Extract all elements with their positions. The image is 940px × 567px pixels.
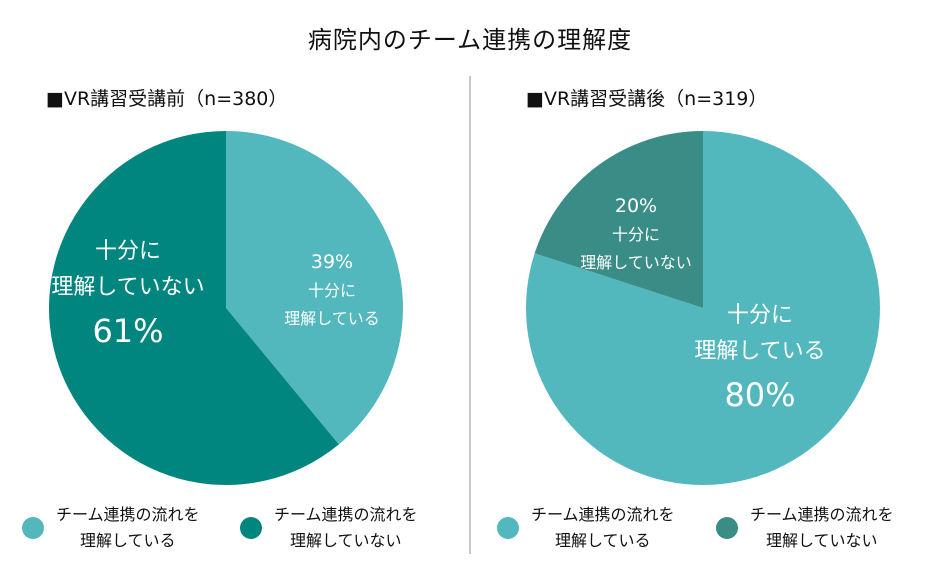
right-legend-item-not: チーム連携の流れを 理解していない bbox=[716, 500, 894, 556]
pie-0-slice-0-text-label: 理解している bbox=[284, 309, 380, 328]
legend-swatch bbox=[22, 517, 44, 539]
pie-0-slice-1-text-label: 十分に bbox=[95, 239, 161, 264]
pie-1-slice-0-text-label: 十分に bbox=[727, 303, 793, 328]
legend-swatch bbox=[497, 517, 519, 539]
pie-0-slice-0-pct-label: 39% bbox=[311, 251, 353, 273]
pie-0-slice-1 bbox=[48, 131, 339, 485]
pie-0-slice-0-text-label: 十分に bbox=[308, 281, 356, 300]
chart-title: 病院内のチーム連携の理解度 bbox=[307, 26, 633, 54]
pie-0-slice-0 bbox=[226, 131, 403, 445]
left-legend-item-not: チーム連携の流れを 理解していない bbox=[240, 500, 418, 556]
right-legend-item-understands: チーム連携の流れを 理解している bbox=[497, 500, 675, 556]
left-legend-item-understands: チーム連携の流れを 理解している bbox=[22, 500, 200, 556]
right-chart-subtitle: ■VR講習受講後（n=319） bbox=[526, 88, 768, 110]
pie-1-slice-0-text-label: 理解している bbox=[694, 339, 825, 364]
pie-1-slice-1-text-label: 十分に bbox=[612, 225, 660, 244]
legend-swatch bbox=[716, 517, 738, 539]
pie-0-slice-1-pct-label: 61% bbox=[92, 312, 163, 350]
chart-divider bbox=[469, 76, 471, 554]
pie-0-slice-1-text-label: 理解していない bbox=[51, 275, 204, 300]
legend-swatch bbox=[240, 517, 262, 539]
pie-1-slice-1-text-label: 理解していない bbox=[580, 253, 692, 272]
legend-label: チーム連携の流れを 理解している bbox=[531, 505, 675, 550]
pie-1-slice-0-pct-label: 80% bbox=[724, 376, 795, 414]
legend-label: チーム連携の流れを 理解していない bbox=[274, 505, 418, 550]
legend-label: チーム連携の流れを 理解していない bbox=[750, 505, 894, 550]
pie-1-slice-1-pct-label: 20% bbox=[615, 195, 657, 217]
left-chart-subtitle: ■VR講習受講前（n=380） bbox=[46, 88, 288, 110]
pie-1-slice-0 bbox=[525, 131, 880, 485]
pie-1-slice-1 bbox=[534, 130, 703, 308]
legend-label: チーム連携の流れを 理解している bbox=[56, 505, 200, 550]
